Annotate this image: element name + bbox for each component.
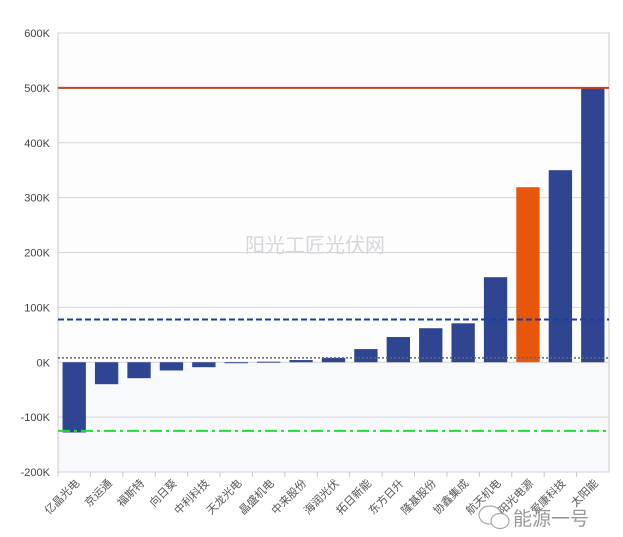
watermark: 阳光工匠光伏网 bbox=[245, 233, 385, 257]
bar bbox=[386, 337, 410, 363]
y-tick-label: 100K bbox=[24, 302, 50, 314]
bar bbox=[257, 361, 281, 363]
y-tick-label: 300K bbox=[24, 193, 50, 205]
bar bbox=[224, 362, 248, 364]
y-tick-label: 600K bbox=[24, 28, 50, 40]
y-tick-label: -100K bbox=[21, 412, 51, 424]
y-tick-label: 500K bbox=[24, 83, 50, 95]
x-tick-label: 京运通 bbox=[82, 476, 115, 509]
x-tick-label: 太阳能 bbox=[568, 476, 601, 509]
bar bbox=[354, 349, 378, 363]
bar bbox=[581, 87, 605, 363]
bar bbox=[62, 362, 86, 433]
bar bbox=[159, 362, 184, 371]
footer-brand: 能源一号 bbox=[513, 508, 589, 530]
bar bbox=[321, 357, 346, 363]
x-tick-label: 亿晶光电 bbox=[41, 476, 82, 517]
y-tick-label: 200K bbox=[24, 248, 50, 260]
bar bbox=[94, 362, 119, 385]
bar bbox=[419, 328, 443, 363]
wechat-logo-icon bbox=[478, 505, 510, 530]
y-tick-label: -200K bbox=[21, 467, 51, 479]
bar bbox=[192, 362, 216, 368]
bar bbox=[289, 360, 313, 363]
bar bbox=[451, 323, 475, 363]
bar bbox=[516, 187, 540, 363]
bar bbox=[127, 362, 151, 379]
x-tick-label: 福斯特 bbox=[114, 476, 147, 509]
y-tick-label: 0K bbox=[37, 357, 51, 369]
y-tick-label: 400K bbox=[24, 138, 50, 150]
bar bbox=[548, 170, 573, 363]
reference-lines bbox=[58, 86, 609, 432]
y-axis-ticks: -200K -100K 0K 100K 200K 300K 400K 500K 600K bbox=[21, 28, 51, 479]
